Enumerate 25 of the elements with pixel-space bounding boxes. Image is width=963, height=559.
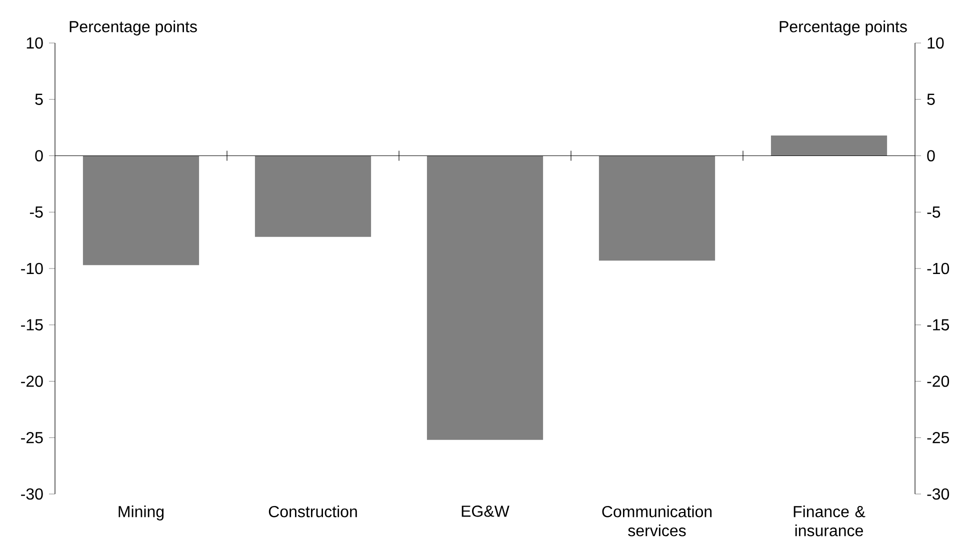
x-tick-label: Mining <box>118 506 164 520</box>
y2-tick-label: 5 <box>927 94 935 105</box>
x-tick-label: Finance & insurance <box>794 506 866 536</box>
x-tick-label: Construction <box>268 506 357 518</box>
y2-tick-label: -20 <box>927 376 950 387</box>
y-tick-label: -20 <box>21 376 43 387</box>
y-tick-label: -10 <box>21 262 43 274</box>
y2-tick-label: -10 <box>927 262 950 274</box>
y2-axis-title: Percentage points <box>780 20 907 36</box>
y2-tick-label: -30 <box>927 488 950 500</box>
y-tick-label: -5 <box>30 206 43 218</box>
y-tick-label: -15 <box>21 319 43 330</box>
x-tick-label: EG&W <box>462 506 510 517</box>
y-tick-label: -30 <box>21 488 43 500</box>
x-tick-label: Communication services <box>602 506 712 536</box>
y-tick-label: 10 <box>26 37 43 49</box>
y2-tick-label: 0 <box>927 150 935 162</box>
y-axis-title: Percentage points <box>70 20 197 36</box>
y2-tick-label: 10 <box>928 37 944 49</box>
y2-tick-label: -25 <box>927 432 950 444</box>
y-tick-label: -25 <box>21 432 43 444</box>
y-tick-label: 0 <box>35 150 43 162</box>
y2-tick-label: -15 <box>927 319 950 330</box>
y2-tick-label: -5 <box>927 206 940 218</box>
y-tick-label: 5 <box>35 94 43 105</box>
